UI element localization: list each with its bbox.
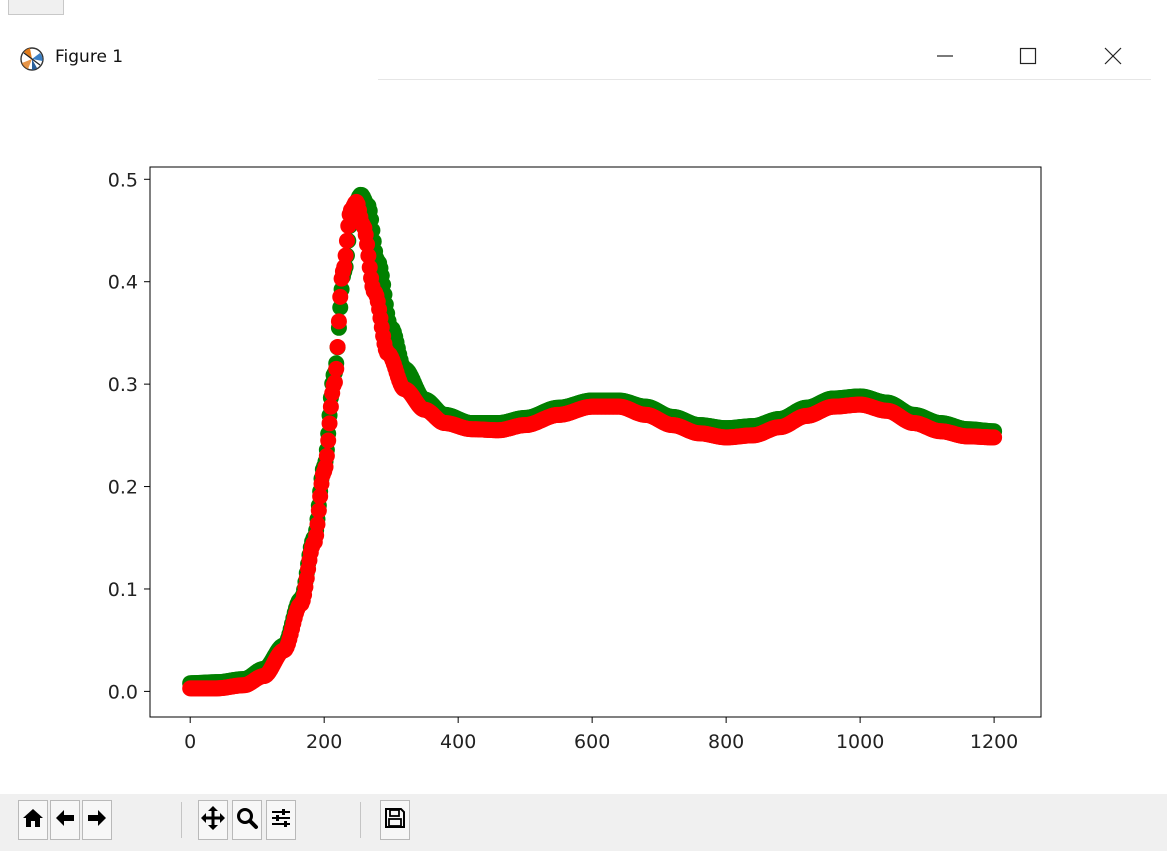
- maximize-icon: [1018, 46, 1038, 70]
- data-point: [338, 232, 355, 249]
- minimize-button[interactable]: [922, 42, 968, 74]
- x-tick-label: 800: [708, 731, 744, 753]
- data-point: [322, 398, 339, 415]
- plot-area: [182, 186, 1003, 697]
- toolbar-separator: [360, 802, 361, 838]
- series-2: [182, 193, 1003, 697]
- y-tick-label: 0.1: [108, 579, 138, 601]
- home-button[interactable]: [18, 800, 48, 840]
- maximize-button[interactable]: [1005, 42, 1051, 74]
- data-point: [337, 247, 354, 264]
- forward-button[interactable]: [82, 800, 112, 840]
- x-tick-label: 200: [306, 731, 342, 753]
- data-point: [328, 360, 345, 377]
- zoom-button[interactable]: [232, 800, 262, 840]
- series-1: [182, 186, 1003, 692]
- figure-canvas[interactable]: 0 200 400 600 800 1000 1200 0.0 0.1 0.2 0.3 0.4 0.5: [0, 86, 1167, 794]
- y-tick-label: 0.2: [108, 477, 138, 499]
- matplotlib-logo-icon: [18, 45, 46, 73]
- close-icon: [1103, 46, 1123, 70]
- y-tick-label: 0.3: [108, 374, 138, 396]
- data-point: [309, 516, 326, 533]
- y-tick-label: 0.4: [108, 272, 138, 294]
- data-point: [986, 429, 1003, 446]
- data-point: [329, 338, 346, 355]
- x-tick-label: 400: [440, 731, 476, 753]
- y-tick-label: 0.0: [108, 681, 138, 703]
- data-point: [332, 288, 349, 305]
- data-point: [360, 247, 377, 264]
- arrow-left-icon: [53, 806, 77, 834]
- x-tick-label: 1200: [970, 731, 1018, 753]
- window-title: Figure 1: [55, 47, 124, 67]
- arrow-right-icon: [85, 806, 109, 834]
- toolbar-separator: [181, 802, 182, 838]
- sliders-icon: [269, 806, 293, 834]
- configure-subplots-button[interactable]: [266, 800, 296, 840]
- floppy-disk-icon: [383, 806, 407, 834]
- x-tick-label: 0: [184, 731, 196, 753]
- minimize-icon: [935, 46, 955, 70]
- y-tick-label: 0.5: [108, 169, 138, 191]
- move-icon: [200, 805, 226, 835]
- navigation-toolbar: [0, 794, 1167, 851]
- chart: 0 200 400 600 800 1000 1200 0.0 0.1 0.2 0.3 0.4 0.5: [108, 166, 1042, 753]
- pan-button[interactable]: [198, 800, 228, 840]
- data-point: [310, 502, 327, 519]
- title-divider: [378, 79, 1151, 80]
- data-point: [312, 488, 329, 505]
- data-point: [318, 447, 335, 464]
- back-button[interactable]: [50, 800, 80, 840]
- title-bar: Figure 1: [0, 28, 1167, 86]
- close-button[interactable]: [1090, 42, 1136, 74]
- corner-tab: [8, 0, 64, 15]
- axis-ticks: 0 200 400 600 800 1000 1200 0.0 0.1 0.2 0.3 0.4 0.5: [108, 169, 1019, 753]
- data-point: [326, 374, 343, 391]
- axes-frame: [149, 166, 1042, 718]
- save-button[interactable]: [380, 800, 410, 840]
- data-point: [330, 313, 347, 330]
- x-tick-label: 600: [574, 731, 610, 753]
- home-icon: [21, 806, 45, 834]
- magnifier-icon: [235, 806, 259, 834]
- x-tick-label: 1000: [836, 731, 884, 753]
- data-point: [321, 415, 338, 432]
- data-point: [320, 432, 337, 449]
